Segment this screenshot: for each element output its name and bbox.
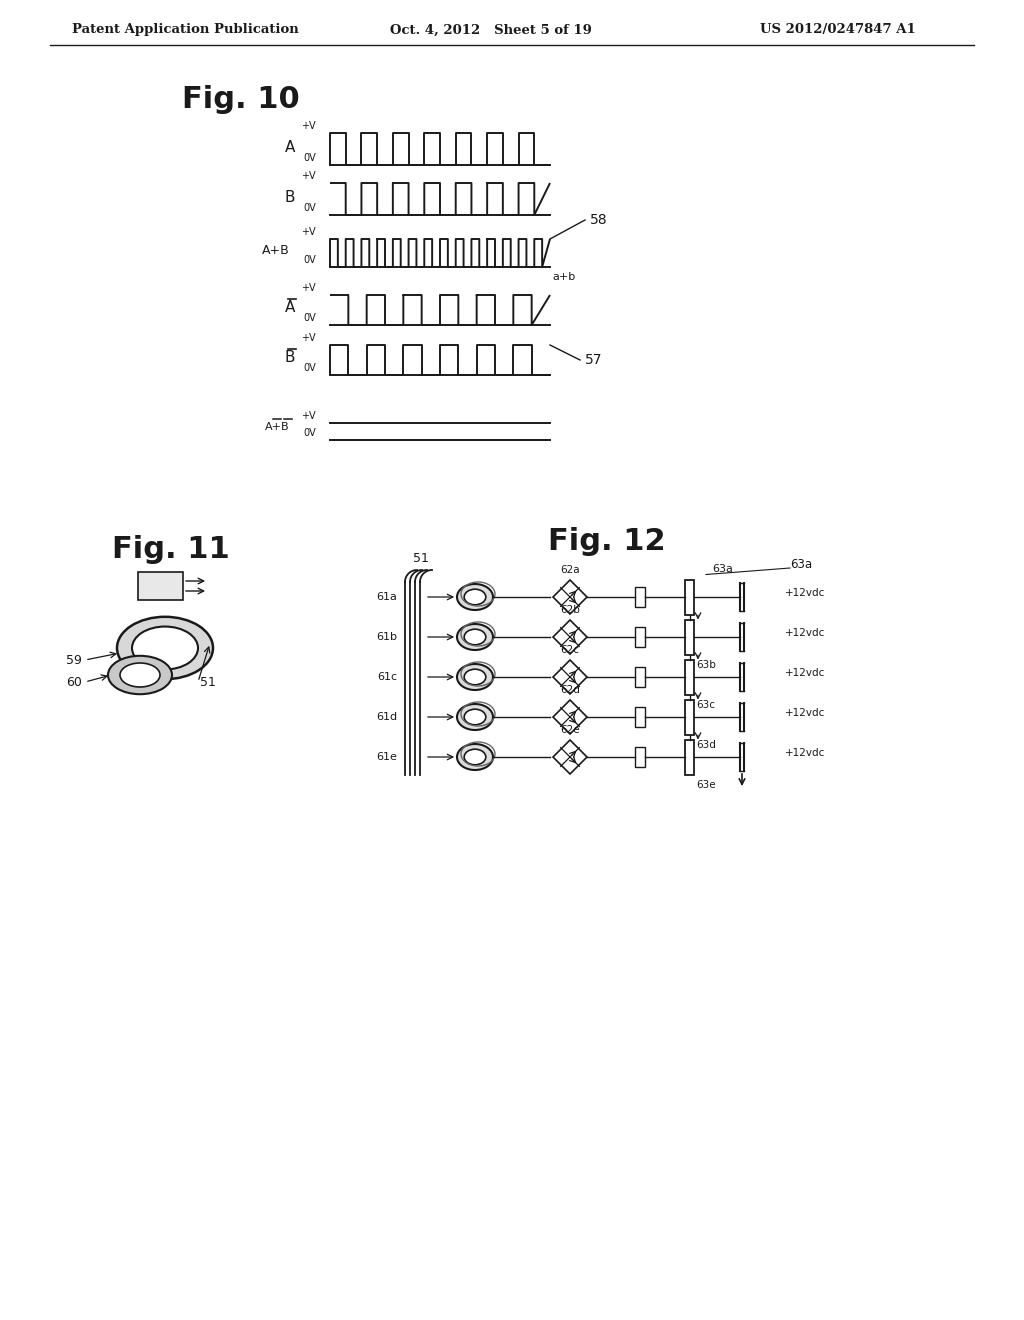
Text: a+b: a+b [552,272,575,282]
Text: +V: +V [301,227,316,238]
Text: 63c: 63c [696,700,715,710]
Polygon shape [553,741,587,774]
Ellipse shape [457,664,493,690]
Text: A+B: A+B [265,422,290,433]
Text: 0V: 0V [303,313,316,323]
Text: 63d: 63d [696,739,716,750]
Text: 59: 59 [67,653,82,667]
Text: 63b: 63b [696,660,716,669]
Text: 62d: 62d [560,685,580,696]
Ellipse shape [464,750,485,764]
Ellipse shape [464,630,485,644]
Text: B: B [285,190,295,205]
Ellipse shape [464,709,485,725]
Text: 61a: 61a [376,591,397,602]
Text: Oct. 4, 2012   Sheet 5 of 19: Oct. 4, 2012 Sheet 5 of 19 [390,24,592,37]
Text: 62a: 62a [560,565,580,576]
Text: Patent Application Publication: Patent Application Publication [72,24,299,37]
Text: 62b: 62b [560,605,580,615]
Text: A: A [285,140,295,154]
Ellipse shape [457,704,493,730]
Text: 58: 58 [590,213,607,227]
Text: +V: +V [301,282,316,293]
Ellipse shape [108,656,172,694]
Bar [685,619,694,655]
Text: 62e: 62e [560,725,580,735]
Text: +12vdc: +12vdc [785,748,825,758]
Text: 51: 51 [200,676,216,689]
Bar [635,587,645,607]
Text: +12vdc: +12vdc [785,628,825,638]
Polygon shape [553,660,587,694]
Text: B: B [285,351,295,366]
Bar [685,700,694,734]
Text: US 2012/0247847 A1: US 2012/0247847 A1 [760,24,915,37]
Text: 63e: 63e [696,780,716,789]
Ellipse shape [132,627,198,669]
Polygon shape [553,620,587,653]
Bar [138,572,183,601]
Bar [685,660,694,694]
Text: 0V: 0V [303,255,316,265]
Text: A: A [285,301,295,315]
Text: 63a: 63a [790,558,812,572]
Text: 0V: 0V [303,153,316,162]
Text: 0V: 0V [303,428,316,438]
Text: 61e: 61e [376,752,397,762]
Bar [635,708,645,727]
Text: Fig. 12: Fig. 12 [548,528,666,557]
Bar [635,747,645,767]
Bar [685,579,694,615]
Text: Fig. 11: Fig. 11 [112,536,229,565]
Text: +V: +V [301,411,316,421]
Text: 61c: 61c [377,672,397,682]
Text: 51: 51 [413,552,429,565]
Ellipse shape [457,624,493,649]
Text: +V: +V [301,333,316,343]
Text: +12vdc: +12vdc [785,587,825,598]
Polygon shape [553,579,587,614]
Ellipse shape [457,583,493,610]
Bar [635,627,645,647]
Text: 63a: 63a [712,565,733,574]
Text: +12vdc: +12vdc [785,668,825,678]
Text: 57: 57 [585,352,602,367]
Text: Fig. 10: Fig. 10 [182,86,300,115]
Text: +V: +V [301,121,316,131]
Text: +12vdc: +12vdc [785,708,825,718]
Text: 61b: 61b [376,632,397,642]
Ellipse shape [464,669,485,685]
Text: 0V: 0V [303,203,316,213]
Bar [685,739,694,775]
Text: 0V: 0V [303,363,316,374]
Polygon shape [553,700,587,734]
Text: 62c: 62c [560,645,580,655]
Ellipse shape [457,744,493,770]
Bar [635,667,645,686]
Ellipse shape [117,616,213,680]
Text: 61d: 61d [376,711,397,722]
Ellipse shape [464,589,485,605]
Text: +V: +V [301,172,316,181]
Ellipse shape [120,663,160,686]
Text: 60: 60 [67,676,82,689]
Text: A+B: A+B [262,244,290,257]
